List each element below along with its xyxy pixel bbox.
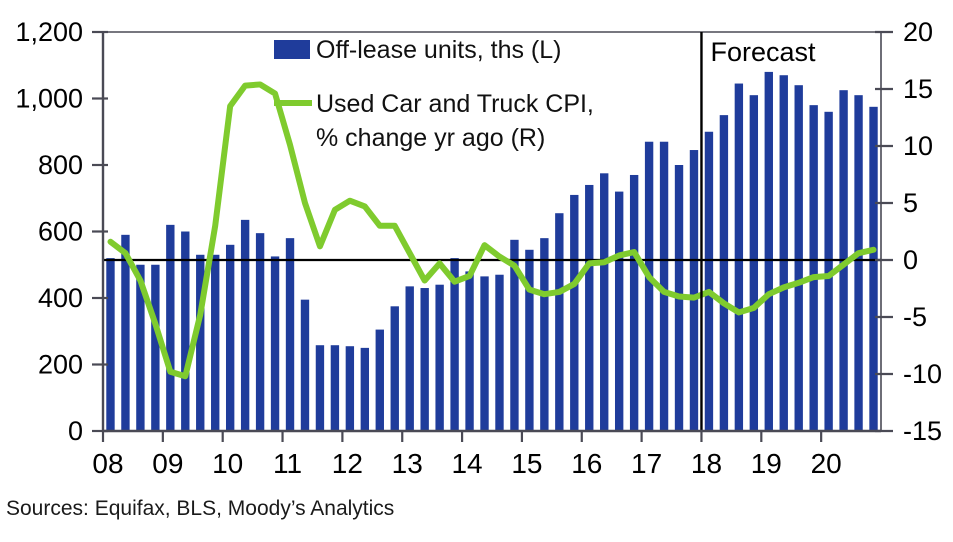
legend-label-cpi-line2: % change yr ago (R) [316, 124, 545, 152]
bar [270, 256, 280, 431]
right-axis-tick-label: 10 [903, 131, 933, 161]
x-axis-tick-label: 17 [631, 448, 662, 479]
bar [600, 173, 609, 431]
bar [285, 238, 295, 431]
right-axis-tick-label: -10 [903, 359, 942, 389]
x-axis-tick-label: 09 [152, 448, 183, 479]
x-axis-tick-label: 20 [811, 448, 842, 479]
left-axis-tick-label: 1,000 [15, 84, 83, 114]
x-axis-tick-label: 14 [451, 448, 482, 479]
bar [794, 85, 803, 431]
bar [629, 174, 639, 431]
x-axis-tick-label: 12 [332, 448, 363, 479]
bar [465, 271, 474, 431]
legend-label-cpi-line1: Used Car and Truck CPI, [316, 90, 594, 118]
left-axis-tick-label: 400 [38, 283, 83, 313]
x-axis-tick-label: 10 [212, 448, 243, 479]
x-axis-tick-label: 08 [92, 448, 123, 479]
bar [106, 258, 115, 431]
right-axis-tick-label: 5 [903, 188, 918, 218]
x-axis-tick-label: 15 [511, 448, 542, 479]
x-axis-tick-label: 16 [571, 448, 602, 479]
bar [704, 131, 714, 431]
bar [585, 184, 594, 431]
bar [480, 276, 489, 431]
bar [360, 347, 370, 431]
bar [151, 264, 160, 431]
x-axis-tick-label: 19 [751, 448, 782, 479]
right-axis-tick-label: -5 [903, 302, 927, 332]
bar [555, 213, 564, 431]
bar [614, 191, 624, 431]
bar [734, 83, 744, 431]
x-axis-tick-label: 18 [691, 448, 722, 479]
bar [719, 115, 729, 431]
bar [300, 299, 310, 431]
right-axis-tick-label: 15 [903, 74, 933, 104]
bar [181, 231, 190, 431]
bar [166, 224, 175, 431]
left-axis-tick-label: 200 [38, 350, 83, 380]
bar [809, 105, 818, 432]
bar [764, 71, 773, 432]
bar [405, 286, 414, 431]
bar [854, 95, 863, 432]
bar [779, 75, 788, 431]
bar [136, 264, 145, 431]
bar [121, 234, 130, 431]
bar [211, 254, 220, 431]
bar [525, 249, 534, 431]
right-axis-tick-label: 0 [903, 245, 918, 275]
legend-label-off-lease: Off-lease units, ths (L) [316, 36, 561, 64]
bar [435, 284, 444, 431]
bar [225, 244, 235, 431]
bar [824, 111, 833, 432]
forecast-label: Forecast [710, 37, 816, 67]
x-axis-tick-label: 11 [273, 448, 302, 479]
bar [345, 346, 355, 431]
legend-swatch-off-lease [274, 40, 310, 59]
bar [659, 141, 669, 431]
bar [330, 345, 340, 431]
left-axis-tick-label: 800 [38, 150, 83, 180]
source-note: Sources: Equifax, BLS, Moody’s Analytics [6, 497, 395, 520]
bar [240, 219, 250, 431]
x-axis-tick-label: 13 [392, 448, 423, 479]
bar [196, 254, 205, 431]
left-axis-tick-label: 0 [68, 416, 83, 446]
left-axis-tick-label: 1,200 [15, 17, 83, 47]
bar [540, 238, 549, 431]
bar [689, 150, 699, 431]
bar [644, 141, 654, 431]
bar [255, 233, 265, 431]
bar [749, 95, 759, 432]
left-axis-tick-label: 600 [38, 217, 83, 247]
bar [495, 274, 504, 431]
bar [450, 258, 459, 431]
bar [375, 329, 384, 431]
right-axis-tick-label: -15 [903, 416, 942, 446]
bar [869, 106, 878, 431]
cpi-line [107, 81, 877, 380]
bar [420, 288, 429, 431]
bar [390, 306, 399, 431]
bar [510, 239, 519, 431]
bar [315, 345, 325, 431]
bar [570, 194, 579, 431]
right-axis-tick-label: 20 [903, 17, 933, 47]
